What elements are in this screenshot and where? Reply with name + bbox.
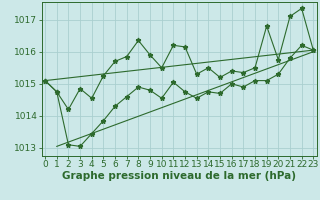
X-axis label: Graphe pression niveau de la mer (hPa): Graphe pression niveau de la mer (hPa) [62, 171, 296, 181]
